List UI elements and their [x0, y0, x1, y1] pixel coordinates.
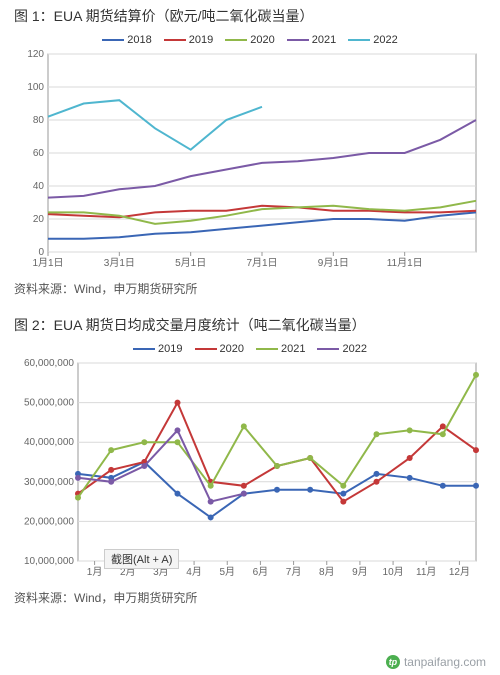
y-tick-label: 0 — [38, 247, 44, 258]
legend-item-2019: 2019 — [164, 34, 213, 46]
x-tick-label: 7月 — [286, 566, 302, 578]
legend-label: 2018 — [127, 34, 151, 46]
y-tick-label: 10,000,000 — [24, 556, 74, 567]
watermark: tp tanpaifang.com — [386, 655, 486, 669]
legend-label: 2020 — [250, 34, 274, 46]
y-tick-label: 60 — [33, 148, 45, 159]
legend-item-2021: 2021 — [256, 343, 305, 355]
legend-swatch-icon — [102, 39, 124, 41]
watermark-text: tanpaifang.com — [404, 655, 486, 669]
legend-item-2020: 2020 — [225, 34, 274, 46]
x-tick-label: 9月1日 — [318, 257, 349, 269]
legend-label: 2022 — [342, 343, 366, 355]
chart1-title: 图 1：EUA 期货结算价（欧元/吨二氧化碳当量） — [14, 6, 486, 26]
chart1-box: 2018 2019 2020 2021 2022 0 20 40 60 80 100 120 1月1日… — [14, 30, 486, 278]
legend-swatch-icon — [256, 348, 278, 350]
legend-item-2020: 2020 — [195, 343, 244, 355]
x-tick-label: 5月1日 — [175, 257, 206, 269]
y-tick-label: 40,000,000 — [24, 437, 74, 448]
x-tick-label: 12月 — [449, 566, 470, 578]
legend-swatch-icon — [287, 39, 309, 41]
x-tick-label: 9月 — [352, 566, 368, 578]
chart2-title: 图 2：EUA 期货日均成交量月度统计（吨二氧化碳当量） — [14, 315, 486, 335]
snip-annotation: 截图(Alt + A) — [104, 549, 179, 569]
chart2-source: 资料来源：Wind，申万期货研究所 — [14, 589, 486, 606]
legend-label: 2019 — [189, 34, 213, 46]
x-tick-label: 7月1日 — [246, 257, 277, 269]
legend-label: 2022 — [373, 34, 397, 46]
x-tick-label: 10月 — [383, 566, 404, 578]
y-tick-label: 40 — [33, 181, 45, 192]
legend-swatch-icon — [164, 39, 186, 41]
chart2-legend: 2019 2020 2021 2022 — [14, 343, 486, 355]
legend-label: 2021 — [281, 343, 305, 355]
chart1-legend: 2018 2019 2020 2021 2022 — [14, 34, 486, 46]
y-tick-label: 120 — [27, 49, 44, 60]
legend-label: 2021 — [312, 34, 336, 46]
legend-swatch-icon — [348, 39, 370, 41]
legend-item-2021: 2021 — [287, 34, 336, 46]
y-tick-label: 60,000,000 — [24, 358, 74, 369]
plot-area — [78, 363, 476, 561]
x-tick-label: 5月 — [219, 566, 235, 578]
chart2-svg: 10,000,000 20,000,000 30,000,000 40,000,000… — [14, 339, 486, 587]
legend-item-2018: 2018 — [102, 34, 151, 46]
x-tick-label: 3月1日 — [104, 257, 135, 269]
x-tick-label: 6月 — [253, 566, 269, 578]
watermark-badge-icon: tp — [386, 655, 400, 669]
legend-swatch-icon — [317, 348, 339, 350]
legend-swatch-icon — [133, 348, 155, 350]
x-tick-label: 11月 — [416, 566, 436, 578]
legend-label: 2020 — [220, 343, 244, 355]
chart1-svg: 0 20 40 60 80 100 120 1月1日 3月1日 5月1日 7月1日 9月1日 11月1日 — [14, 30, 486, 278]
legend-swatch-icon — [195, 348, 217, 350]
legend-item-2022: 2022 — [348, 34, 397, 46]
x-tick-label: 11月1日 — [387, 257, 423, 269]
x-tick-label: 1月 — [87, 566, 103, 578]
legend-item-2019: 2019 — [133, 343, 182, 355]
y-tick-label: 30,000,000 — [24, 477, 74, 488]
chart1-panel: 图 1：EUA 期货结算价（欧元/吨二氧化碳当量） 20182019202020… — [0, 0, 500, 299]
chart2-box: 2019 2020 2021 2022 10,000,000 20,000,000 30,… — [14, 339, 486, 587]
y-tick-label: 20,000,000 — [24, 516, 74, 527]
legend-label: 2019 — [158, 343, 182, 355]
x-tick-label: 8月 — [319, 566, 335, 578]
y-tick-label: 50,000,000 — [24, 398, 74, 409]
x-tick-label: 1月1日 — [32, 257, 63, 269]
x-tick-label: 4月 — [186, 566, 202, 578]
y-tick-label: 100 — [27, 82, 44, 93]
chart2-panel: 图 2：EUA 期货日均成交量月度统计（吨二氧化碳当量） 2019 2020 202… — [0, 309, 500, 608]
y-tick-label: 80 — [33, 115, 45, 126]
legend-swatch-icon — [225, 39, 247, 41]
y-tick-label: 20 — [33, 214, 45, 225]
chart1-source: 资料来源：Wind，申万期货研究所 — [14, 280, 486, 297]
legend-item-2022: 2022 — [317, 343, 366, 355]
